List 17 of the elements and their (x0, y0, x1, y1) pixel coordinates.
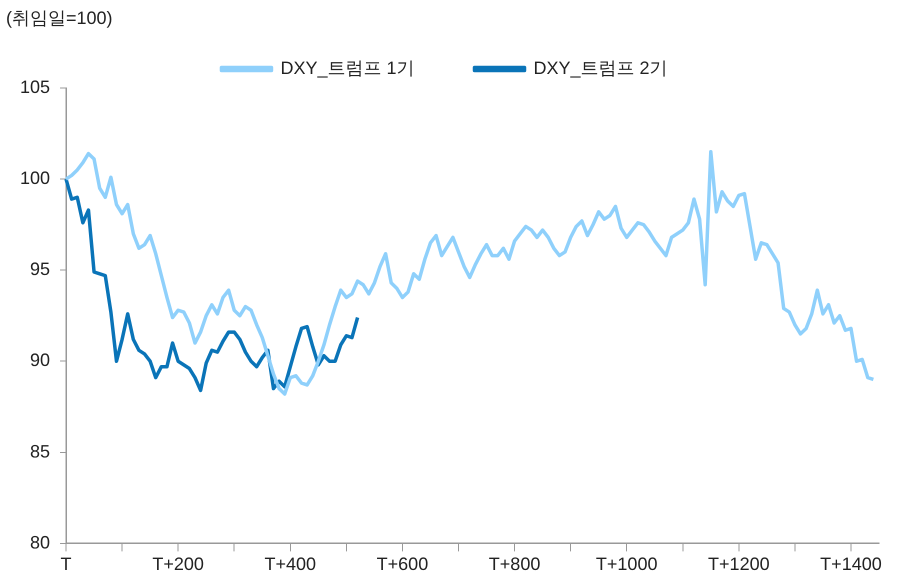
legend-label: DXY_트럼프 2기 (534, 58, 668, 78)
legend-label: DXY_트럼프 1기 (280, 58, 415, 78)
x-tick-label: T+800 (488, 554, 540, 574)
x-tick-label: T (60, 554, 72, 574)
y-tick-label: 105 (20, 76, 50, 97)
x-tick-label: T+400 (264, 554, 316, 574)
y-tick-label: 80 (30, 532, 50, 552)
x-tick-label: T+600 (376, 554, 428, 574)
x-tick-label: T+1200 (708, 554, 770, 574)
x-tick-label: T+200 (152, 554, 204, 574)
x-tick-label: T+1400 (820, 554, 882, 574)
y-axis-title: (취임일=100) (6, 7, 113, 30)
y-tick-label: 95 (30, 259, 50, 280)
y-tick-label: 100 (20, 168, 50, 188)
y-tick-label: 90 (30, 350, 50, 370)
y-tick-label: 85 (30, 441, 50, 462)
x-tick-label: T+1000 (596, 554, 658, 574)
